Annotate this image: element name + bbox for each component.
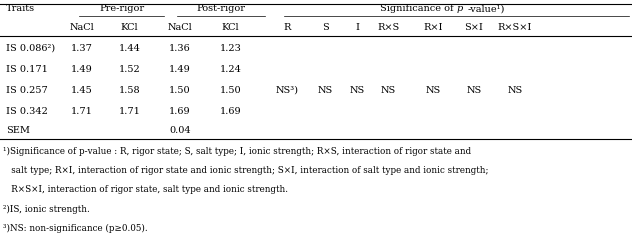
Text: 1.24: 1.24	[220, 65, 241, 74]
Text: 1.23: 1.23	[220, 44, 241, 53]
Text: ²)IS, ionic strength.: ²)IS, ionic strength.	[3, 204, 89, 214]
Text: NS: NS	[507, 86, 523, 95]
Text: NS³): NS³)	[276, 86, 299, 95]
Text: NS: NS	[318, 86, 333, 95]
Text: 0.04: 0.04	[169, 126, 191, 135]
Text: IS 0.171: IS 0.171	[6, 65, 48, 74]
Text: 1.71: 1.71	[119, 107, 140, 116]
Text: NaCl: NaCl	[70, 23, 95, 32]
Text: S: S	[322, 23, 329, 32]
Text: 1.58: 1.58	[119, 86, 140, 95]
Text: IS 0.257: IS 0.257	[6, 86, 48, 95]
Text: salt type; R×I, interaction of rigor state and ionic strength; S×I, interaction : salt type; R×I, interaction of rigor sta…	[3, 166, 488, 175]
Text: 1.50: 1.50	[220, 86, 241, 95]
Text: 1.44: 1.44	[119, 44, 140, 53]
Text: S×I: S×I	[465, 23, 483, 32]
Text: 1.37: 1.37	[71, 44, 93, 53]
Text: R: R	[284, 23, 291, 32]
Text: NS: NS	[381, 86, 396, 95]
Text: Pre-rigor: Pre-rigor	[99, 4, 144, 14]
Text: R×S×I: R×S×I	[498, 23, 532, 32]
Text: 1.71: 1.71	[71, 107, 93, 116]
Text: 1.49: 1.49	[169, 65, 191, 74]
Text: 1.52: 1.52	[119, 65, 140, 74]
Text: ¹)Significance of p-value : R, rigor state; S, salt type; I, ionic strength; R×S: ¹)Significance of p-value : R, rigor sta…	[3, 146, 471, 156]
Text: Traits: Traits	[6, 4, 35, 14]
Text: p: p	[456, 4, 463, 14]
Text: -value¹): -value¹)	[468, 4, 506, 14]
Text: Significance of: Significance of	[380, 4, 456, 14]
Text: Post-rigor: Post-rigor	[197, 4, 246, 14]
Text: SEM: SEM	[6, 126, 30, 135]
Text: 1.50: 1.50	[169, 86, 191, 95]
Text: I: I	[355, 23, 359, 32]
Text: 1.49: 1.49	[71, 65, 93, 74]
Text: NS: NS	[466, 86, 482, 95]
Text: IS 0.086²): IS 0.086²)	[6, 44, 56, 53]
Text: NS: NS	[425, 86, 441, 95]
Text: R×I: R×I	[423, 23, 442, 32]
Text: 1.69: 1.69	[169, 107, 191, 116]
Text: NS: NS	[349, 86, 365, 95]
Text: 1.45: 1.45	[71, 86, 93, 95]
Text: NaCl: NaCl	[167, 23, 193, 32]
Text: IS 0.342: IS 0.342	[6, 107, 48, 116]
Text: R×S×I, interaction of rigor state, salt type and ionic strength.: R×S×I, interaction of rigor state, salt …	[3, 185, 288, 194]
Text: KCl: KCl	[222, 23, 240, 32]
Text: 1.36: 1.36	[169, 44, 191, 53]
Text: KCl: KCl	[121, 23, 138, 32]
Text: ³)NS: non-significance (p≥0.05).: ³)NS: non-significance (p≥0.05).	[3, 224, 147, 233]
Text: 1.69: 1.69	[220, 107, 241, 116]
Text: R×S: R×S	[377, 23, 400, 32]
